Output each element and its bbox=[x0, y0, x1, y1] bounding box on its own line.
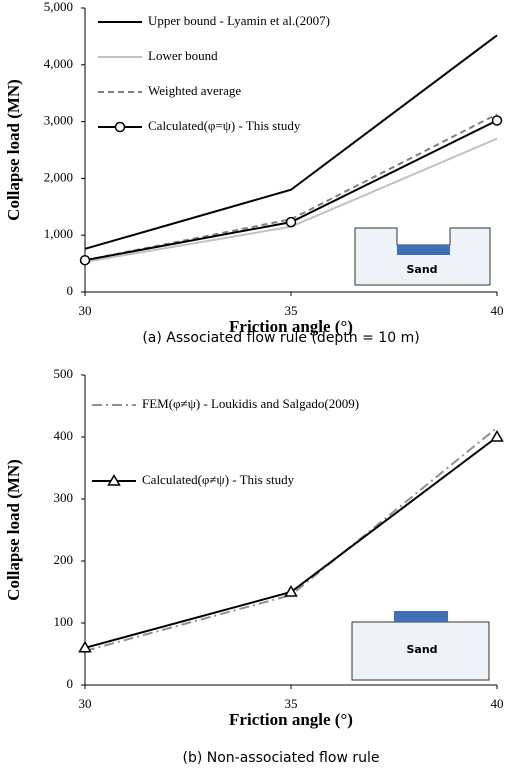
footing bbox=[394, 611, 448, 622]
inset-label: Sand bbox=[406, 643, 437, 656]
y-tick-label: 0 bbox=[67, 283, 74, 298]
inset-a: Sand bbox=[354, 227, 491, 286]
marker bbox=[79, 254, 91, 266]
marker bbox=[491, 115, 503, 126]
series-line bbox=[84, 113, 498, 262]
x-tick-label: 40 bbox=[491, 696, 504, 711]
inset-label: Sand bbox=[406, 263, 437, 276]
series-line bbox=[84, 34, 498, 250]
y-tick-label: 100 bbox=[54, 614, 74, 629]
x-axis-label: Friction angle (°) bbox=[229, 317, 353, 336]
legend-label: Calculated(φ=ψ) - This study bbox=[148, 118, 301, 133]
y-tick-label: 400 bbox=[54, 428, 74, 443]
x-tick-label: 35 bbox=[285, 303, 298, 318]
y-tick-label: 500 bbox=[54, 366, 74, 381]
y-axis-label: Collapse load (MN) bbox=[4, 79, 23, 221]
marker bbox=[78, 640, 92, 653]
marker bbox=[285, 216, 297, 228]
x-tick-label: 35 bbox=[285, 696, 298, 711]
x-tick-label: 30 bbox=[79, 303, 92, 318]
legend-label: Calculated(φ≠ψ) - This study bbox=[142, 472, 295, 487]
legend-marker bbox=[114, 121, 126, 133]
y-tick-label: 2,000 bbox=[44, 169, 73, 184]
y-tick-label: 5,000 bbox=[44, 0, 73, 14]
soil bbox=[354, 227, 491, 286]
legend-marker bbox=[107, 474, 121, 486]
caption: (b) Non-associated flow rule bbox=[183, 750, 380, 766]
y-tick-label: 1,000 bbox=[44, 226, 73, 241]
y-tick-label: 3,000 bbox=[44, 113, 73, 128]
legend-label: Upper bound - Lyamin et al.(2007) bbox=[148, 13, 330, 28]
y-tick-label: 200 bbox=[54, 552, 74, 567]
marker bbox=[284, 585, 298, 597]
y-axis-label: Collapse load (MN) bbox=[4, 459, 23, 601]
x-tick-label: 40 bbox=[491, 303, 504, 318]
y-tick-label: 0 bbox=[67, 676, 74, 691]
legend-label: Lower bound bbox=[148, 48, 218, 63]
inset-b: Sand bbox=[351, 611, 490, 681]
marker bbox=[490, 430, 504, 442]
y-tick-label: 300 bbox=[54, 490, 74, 505]
soil bbox=[351, 621, 490, 681]
x-axis-label: Friction angle (°) bbox=[229, 710, 353, 729]
legend-label: Weighted average bbox=[148, 83, 241, 98]
series-line bbox=[84, 137, 498, 263]
x-tick-label: 30 bbox=[79, 696, 92, 711]
legend-label: FEM(φ≠ψ) - Loukidis and Salgado(2009) bbox=[142, 396, 359, 411]
y-tick-label: 4,000 bbox=[44, 56, 73, 71]
caption: (a) Associated flow rule (depth = 10 m) bbox=[142, 330, 419, 346]
footing bbox=[397, 245, 450, 255]
